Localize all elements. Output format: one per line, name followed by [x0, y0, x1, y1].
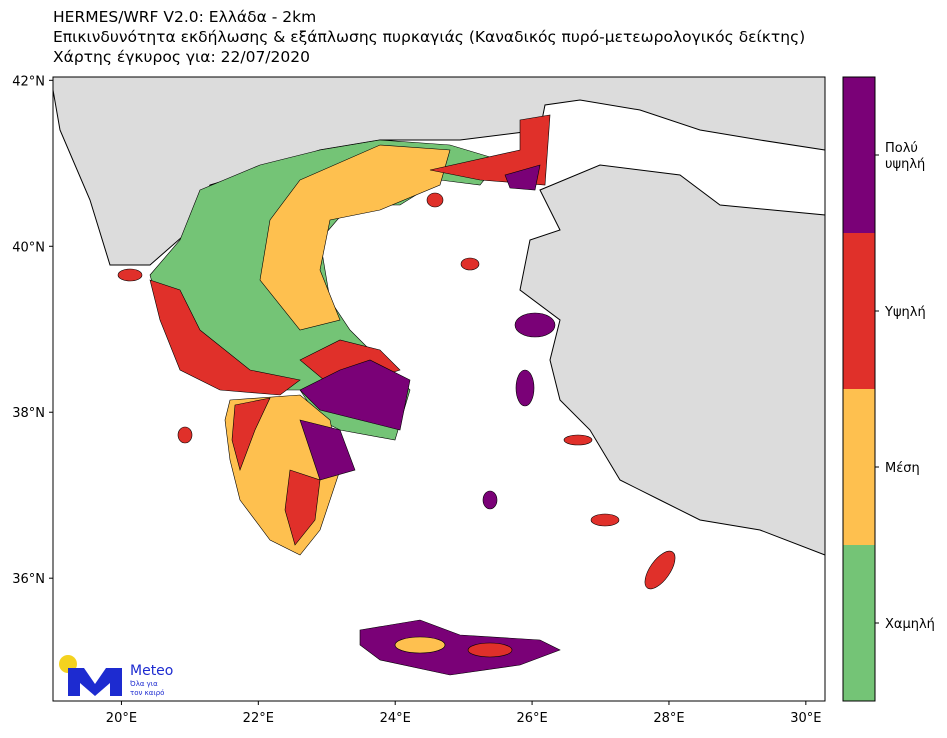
risk-zones [117, 114, 676, 676]
x-tick-label: 30°E [790, 711, 821, 726]
zone [299, 359, 411, 431]
zone [504, 164, 541, 191]
x-tick-label: 22°E [243, 711, 274, 726]
zone [177, 426, 193, 444]
colorbar-label: Πολύ [885, 141, 918, 156]
zone [394, 636, 446, 654]
colorbar-frame [842, 76, 876, 702]
zone [644, 550, 676, 590]
x-tick-label: 20°E [106, 711, 137, 726]
colorbar-segment [843, 389, 875, 545]
zone [460, 257, 480, 271]
x-tick-label: 26°E [516, 711, 547, 726]
zone [514, 312, 556, 338]
zone [231, 397, 271, 471]
logo-tagline: τον καιρό [130, 689, 164, 697]
colorbar-label: Μέση [885, 461, 920, 476]
zone [563, 434, 593, 446]
zone [590, 513, 620, 527]
y-tick-label: 40°N [12, 240, 45, 255]
y-tick-label: 36°N [12, 572, 45, 587]
y-tick-label: 42°N [12, 74, 45, 89]
colorbar-segment [843, 233, 875, 389]
zone [284, 469, 321, 546]
logo-mark [68, 668, 122, 696]
title-line: Επικινδυνότητα εκδήλωσης & εξάπλωσης πυρ… [53, 28, 805, 46]
logo-tagline: Όλα για [129, 680, 158, 688]
colorbar-label: υψηλή [885, 157, 925, 172]
zone [117, 268, 143, 282]
colorbar-segment [843, 77, 875, 233]
zone [429, 114, 551, 186]
title-line: HERMES/WRF V2.0: Ελλάδα - 2km [53, 8, 316, 26]
colorbar-segment [843, 545, 875, 701]
y-tick-label: 38°N [12, 406, 45, 421]
colorbar-label: Υψηλή [884, 305, 926, 320]
anatolia-land [519, 164, 826, 556]
zone [426, 192, 444, 208]
zone [515, 369, 535, 407]
zone [299, 419, 356, 481]
zone [467, 642, 513, 658]
zone [482, 490, 498, 510]
x-tick-label: 24°E [380, 711, 411, 726]
zone [149, 279, 301, 396]
zone [259, 144, 451, 331]
x-tick-label: 28°E [653, 711, 684, 726]
map-frame [52, 76, 826, 702]
colorbar-label: Χαμηλή [885, 617, 935, 632]
title-line: Χάρτης έγκυρος για: 22/07/2020 [53, 48, 310, 66]
logo-name: Meteo [130, 663, 173, 679]
zone [359, 619, 561, 676]
